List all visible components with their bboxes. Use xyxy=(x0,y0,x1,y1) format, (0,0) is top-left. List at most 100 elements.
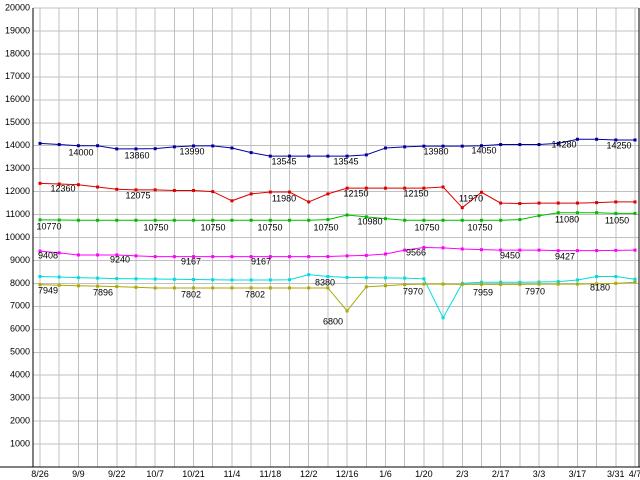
value-label: 9566 xyxy=(406,247,426,257)
series-green-marker xyxy=(633,211,637,215)
series-green-marker xyxy=(595,211,599,215)
series-green-marker xyxy=(192,218,196,222)
series-red-marker xyxy=(76,183,80,187)
series-magenta-marker xyxy=(268,255,272,259)
series-cyan-marker xyxy=(422,277,426,281)
series-magenta-marker xyxy=(230,255,234,259)
series-green-marker xyxy=(556,211,560,215)
series-navy-marker xyxy=(403,145,407,149)
series-olive-marker xyxy=(172,286,176,290)
series-green-marker xyxy=(230,218,234,222)
value-label: 12150 xyxy=(403,188,428,198)
series-magenta-marker xyxy=(211,255,215,259)
series-olive-marker xyxy=(249,286,253,290)
x-axis-label: 10/21 xyxy=(182,469,205,479)
series-cyan-marker xyxy=(76,276,80,280)
series-red-marker xyxy=(230,199,234,203)
series-red-marker xyxy=(57,182,61,186)
series-navy-marker xyxy=(575,137,579,141)
series-olive-marker xyxy=(211,286,215,290)
series-olive-marker xyxy=(403,283,407,287)
series-cyan-marker xyxy=(230,278,234,282)
y-axis-label: 19000 xyxy=(5,25,30,35)
series-olive-marker xyxy=(537,282,541,286)
y-axis-label: 10000 xyxy=(5,232,30,242)
series-cyan-line xyxy=(39,274,636,319)
series-magenta-marker xyxy=(575,249,579,253)
value-label: 11080 xyxy=(555,214,579,224)
x-axis-label: 3/3 xyxy=(533,469,546,479)
series-cyan-marker xyxy=(153,277,157,281)
series-magenta-marker xyxy=(345,254,349,258)
y-axis-label: 14000 xyxy=(5,140,30,150)
y-axis-label: 13000 xyxy=(5,163,30,173)
series-green-marker xyxy=(614,211,618,215)
value-label: 8180 xyxy=(590,282,610,292)
series-green-marker xyxy=(153,218,157,222)
y-axis-label: 16000 xyxy=(5,94,30,104)
series-cyan-marker xyxy=(288,278,292,282)
value-label: 9167 xyxy=(251,256,271,266)
series-olive-marker xyxy=(364,285,368,289)
series-cyan-marker xyxy=(575,278,579,282)
series-olive-marker xyxy=(345,309,349,313)
series-green-marker xyxy=(499,218,503,222)
series-green-marker xyxy=(326,218,330,222)
series-green-marker xyxy=(441,218,445,222)
value-label: 10750 xyxy=(414,222,439,232)
series-magenta-marker xyxy=(614,248,618,252)
x-axis-label: 9/9 xyxy=(72,469,85,479)
series-cyan-marker xyxy=(595,275,599,279)
series-red-marker xyxy=(556,201,560,205)
series-green-marker xyxy=(249,218,253,222)
series-cyan-marker xyxy=(192,277,196,281)
series-navy-marker xyxy=(211,144,215,148)
y-axis-label: 7000 xyxy=(10,301,30,311)
value-label: 9450 xyxy=(500,250,520,260)
series-navy-marker xyxy=(96,144,100,148)
value-label: 14250 xyxy=(606,140,631,150)
series-green-marker xyxy=(364,215,368,219)
series-cyan-marker xyxy=(383,276,387,280)
y-axis-label: 15000 xyxy=(5,117,30,127)
y-axis-label: 1000 xyxy=(10,438,30,448)
value-label: 13980 xyxy=(423,146,448,156)
series-olive-line xyxy=(39,281,636,312)
series-green-marker xyxy=(57,218,61,222)
series-cyan-marker xyxy=(172,277,176,281)
series-olive-marker xyxy=(153,286,157,290)
series-cyan-marker xyxy=(307,273,311,277)
y-axis-label: 18000 xyxy=(5,48,30,58)
series-green-marker xyxy=(115,218,119,222)
series-olive-marker xyxy=(307,286,311,290)
value-label: 14000 xyxy=(68,147,93,157)
series-green-marker xyxy=(38,218,42,222)
series-green-marker xyxy=(479,218,483,222)
series-olive-marker xyxy=(575,282,579,286)
series-navy-marker xyxy=(595,137,599,141)
series-green-marker xyxy=(268,218,272,222)
series-red-marker xyxy=(96,185,100,189)
series-red-marker xyxy=(422,186,426,190)
value-label: 13990 xyxy=(179,146,204,156)
value-label: 7802 xyxy=(181,289,201,299)
series-navy-marker xyxy=(556,141,560,145)
series-olive-marker xyxy=(268,286,272,290)
x-axis-label: 12/2 xyxy=(300,469,318,479)
series-olive-marker xyxy=(96,284,100,288)
series-cyan-marker xyxy=(479,280,483,284)
value-label: 8380 xyxy=(315,277,335,287)
series-red-marker xyxy=(441,185,445,189)
series-green-marker xyxy=(307,218,311,222)
series-magenta-marker xyxy=(383,252,387,256)
value-label: 12075 xyxy=(125,190,150,200)
series-olive-marker xyxy=(518,282,522,286)
series-red-marker xyxy=(115,187,119,191)
series-magenta-marker xyxy=(96,253,100,257)
series-navy-marker xyxy=(115,147,119,151)
series-red-marker xyxy=(595,201,599,205)
series-magenta-marker xyxy=(499,248,503,252)
series-olive-marker xyxy=(192,286,196,290)
